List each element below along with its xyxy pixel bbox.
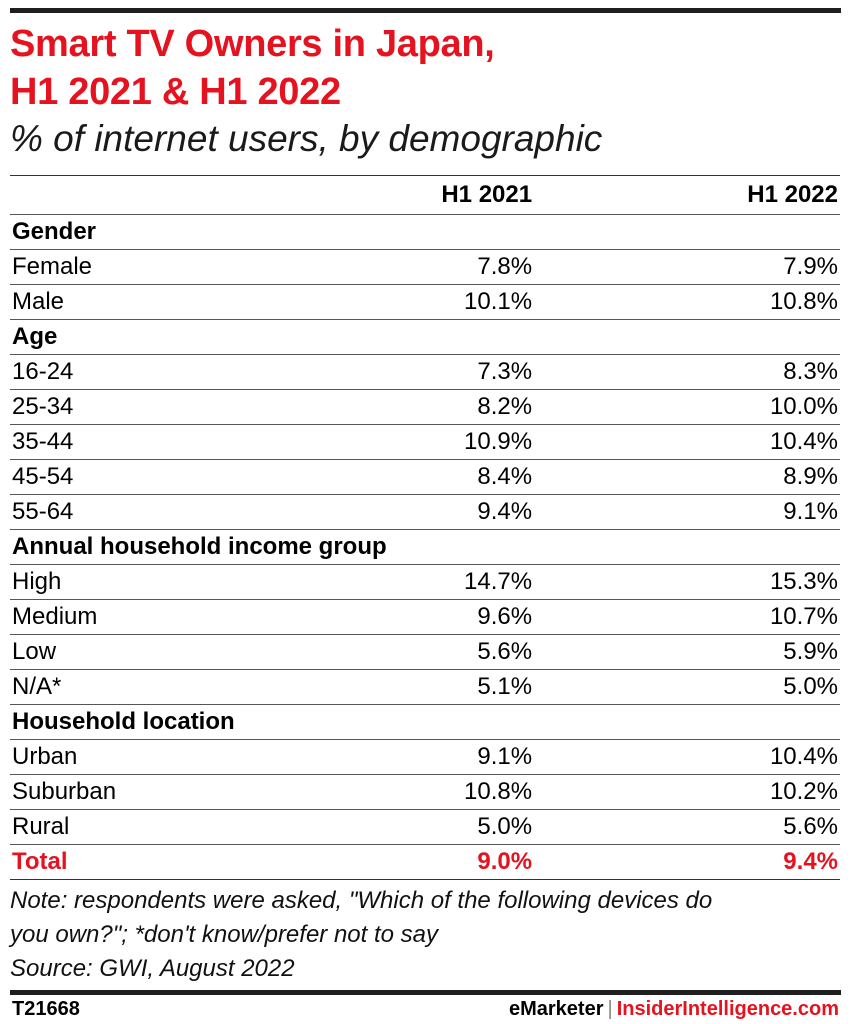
value-h1-2022: 10.2% [534,774,840,810]
value-h1-2022: 8.9% [534,459,840,495]
column-header-h1-2022: H1 2022 [534,175,840,215]
value-h1-2022: 8.3% [534,354,840,390]
table-row: Male 10.1% 10.8% [10,284,840,320]
value-h1-2021: 7.3% [118,354,535,390]
chart-id: T21668 [12,998,80,1020]
value-h1-2021: 9.0% [118,844,535,880]
row-label: Female [10,249,119,285]
table-row: Medium 9.6% 10.7% [10,599,840,635]
section-row: Annual household income group [10,529,840,565]
section-row: Household location [10,704,840,740]
row-label: Suburban [10,774,119,810]
table-body: Gender Female 7.8% 7.9% Male 10.1% 10.8% Age 16-… [10,214,840,880]
section-label: Gender [10,214,840,250]
value-h1-2022: 10.8% [534,284,840,320]
value-h1-2021: 10.9% [118,424,535,460]
value-h1-2021: 9.1% [118,739,535,775]
value-h1-2022: 10.0% [534,389,840,425]
section-label: Household location [10,704,840,740]
source-line: Source: GWI, August 2022 [10,955,295,982]
row-label: 45-54 [10,459,119,495]
row-label: 55-64 [10,494,119,530]
section-row: Gender [10,214,840,250]
chart-title: Smart TV Owners in Japan, H1 2021 & H1 2… [10,20,840,116]
section-label: Age [10,319,840,355]
note-line-2: you own?"; *don't know/prefer not to say [10,921,439,948]
brand-credit: eMarketer | InsiderIntelligence.com [509,998,839,1021]
row-label: 16-24 [10,354,119,390]
table-row: 45-54 8.4% 8.9% [10,459,840,495]
brand-separator: | [607,998,613,1020]
value-h1-2022: 10.7% [534,599,840,635]
value-h1-2021: 5.0% [118,809,535,845]
value-h1-2022: 9.1% [534,494,840,530]
value-h1-2022: 10.4% [534,424,840,460]
row-label: Rural [10,809,119,845]
bottom-rule [10,990,841,995]
column-header-label [10,175,119,215]
title-line-1: Smart TV Owners in Japan, [10,23,495,65]
table-row: High 14.7% 15.3% [10,564,840,600]
header-row: H1 2021 H1 2022 [10,175,840,215]
value-h1-2021: 14.7% [118,564,535,600]
table-row: 25-34 8.2% 10.0% [10,389,840,425]
row-label: N/A* [10,669,119,705]
table-row: Urban 9.1% 10.4% [10,739,840,775]
table-row: Rural 5.0% 5.6% [10,809,840,845]
title-line-2: H1 2021 & H1 2022 [10,71,341,113]
row-label: High [10,564,119,600]
row-label: Total [10,844,119,880]
chart-subtitle: % of internet users, by demographic [10,118,603,159]
value-h1-2022: 10.4% [534,739,840,775]
table-row: Low 5.6% 5.9% [10,634,840,670]
value-h1-2021: 8.4% [118,459,535,495]
value-h1-2022: 9.4% [534,844,840,880]
value-h1-2022: 7.9% [534,249,840,285]
table-row: 35-44 10.9% 10.4% [10,424,840,460]
table-row: N/A* 5.1% 5.0% [10,669,840,705]
row-label: 25-34 [10,389,119,425]
table-row: 55-64 9.4% 9.1% [10,494,840,530]
value-h1-2022: 5.0% [534,669,840,705]
row-label: 35-44 [10,424,119,460]
row-label: Low [10,634,119,670]
row-label: Urban [10,739,119,775]
table-row: Suburban 10.8% 10.2% [10,774,840,810]
footnote: Note: respondents were asked, "Which of … [10,884,845,986]
value-h1-2021: 5.6% [118,634,535,670]
value-h1-2022: 5.6% [534,809,840,845]
value-h1-2022: 5.9% [534,634,840,670]
value-h1-2021: 10.8% [118,774,535,810]
data-table: H1 2021 H1 2022 Gender Female 7.8% 7.9% Male… [10,175,840,880]
value-h1-2021: 9.6% [118,599,535,635]
column-header-h1-2021: H1 2021 [118,175,535,215]
table-row: Female 7.8% 7.9% [10,249,840,285]
row-label: Male [10,284,119,320]
brand-emarketer: eMarketer [508,998,604,1020]
value-h1-2021: 10.1% [118,284,535,320]
value-h1-2022: 15.3% [534,564,840,600]
value-h1-2021: 5.1% [118,669,535,705]
section-label: Annual household income group [10,529,840,565]
total-row: Total 9.0% 9.4% [10,844,840,880]
top-rule [10,8,841,13]
table-row: 16-24 7.3% 8.3% [10,354,840,390]
section-row: Age [10,319,840,355]
brand-insider-intelligence: InsiderIntelligence.com [616,998,839,1020]
value-h1-2021: 9.4% [118,494,535,530]
value-h1-2021: 7.8% [118,249,535,285]
row-label: Medium [10,599,119,635]
note-line-1: Note: respondents were asked, "Which of … [10,887,713,914]
value-h1-2021: 8.2% [118,389,535,425]
